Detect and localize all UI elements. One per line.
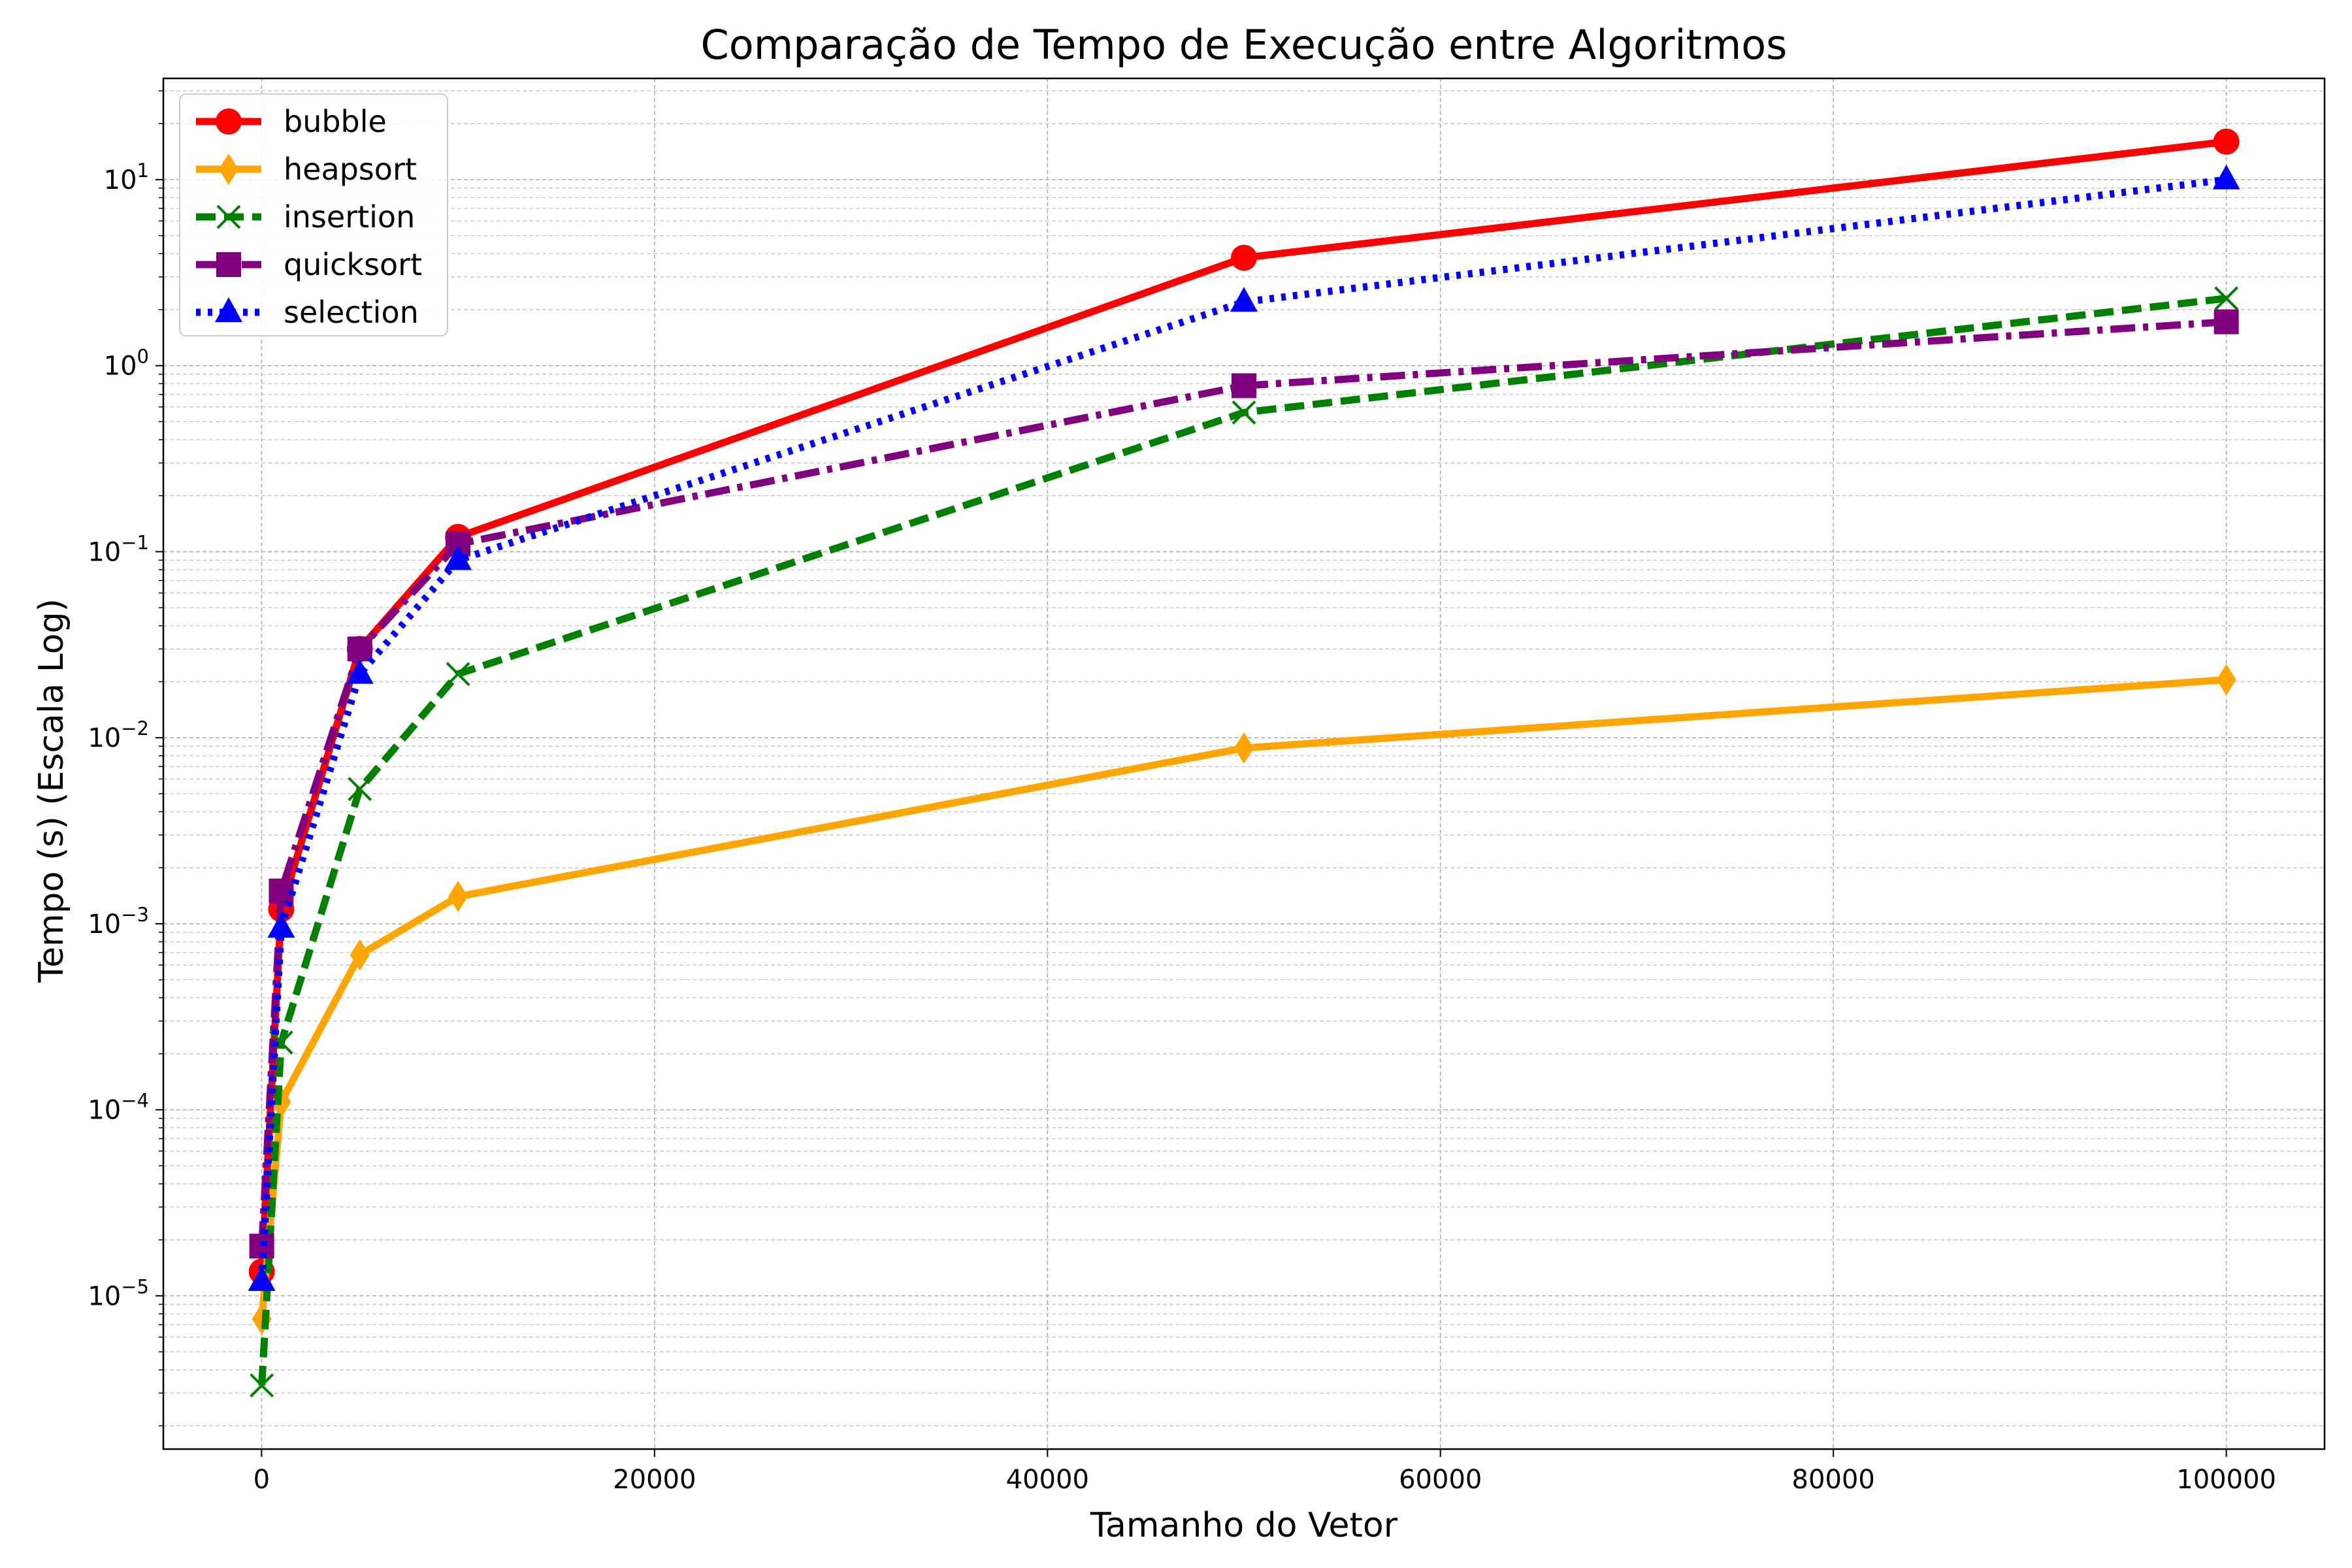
selection-point (444, 545, 472, 570)
y-tick-label: 10−3 (88, 904, 149, 939)
y-axis-label: Tempo (s) (Escala Log) (32, 598, 71, 983)
y-tick-label: 101 (104, 159, 149, 195)
y-tick-exponent: −5 (121, 1275, 149, 1298)
legend-item-insertion: insertion (196, 199, 415, 235)
series-selection (248, 164, 2240, 1291)
legend-box (179, 93, 448, 336)
bubble-point (1231, 244, 1257, 271)
y-tick-exponent: −4 (121, 1090, 149, 1112)
x-tick-label: 100000 (2176, 1465, 2276, 1495)
y-tick-base: 10 (88, 723, 121, 753)
legend-marker (216, 252, 241, 277)
insertion-point (348, 777, 372, 802)
legend-item-heapsort: heapsort (196, 152, 417, 187)
y-tick-exponent: −2 (121, 717, 149, 740)
x-tick-label: 60000 (1399, 1465, 1482, 1495)
legend-item-quicksort: quicksort (196, 247, 422, 282)
plot-series (248, 128, 2240, 1397)
legend-marker (215, 297, 242, 322)
quicksort-point (2213, 309, 2239, 335)
y-tick-base: 10 (104, 351, 137, 382)
legend-marker (216, 204, 241, 229)
legend-label: selection (284, 295, 419, 330)
y-tick-label: 100 (104, 346, 149, 382)
heapsort-point (1234, 732, 1254, 764)
heapsort-line (258, 676, 2227, 1320)
selection-point (267, 913, 295, 938)
selection-point (1230, 287, 1258, 312)
selection-line (258, 176, 2227, 1282)
quicksort-point (347, 636, 372, 662)
heapsort-point (350, 939, 370, 971)
y-tick-base: 10 (88, 1281, 121, 1311)
bubble-point (2213, 128, 2240, 155)
y-tick-exponent: 1 (137, 159, 149, 182)
selection-point (248, 1266, 276, 1291)
x-tick-label: 20000 (613, 1465, 696, 1495)
y-tick-label: 10−2 (88, 717, 149, 753)
axis-ticks: 0 20000 40000 60000 80000 10000010−510−410−31… (88, 90, 2276, 1495)
legend-marker (216, 108, 242, 135)
grid-lines (163, 78, 2325, 1449)
legend-label: insertion (284, 199, 415, 235)
x-tick-label: 80000 (1792, 1465, 1875, 1495)
y-tick-exponent: −3 (121, 904, 149, 926)
chart-title: Comparação de Tempo de Execução entre Al… (701, 21, 1788, 69)
y-tick-exponent: 0 (137, 346, 149, 368)
x-tick-label: 0 (253, 1465, 270, 1495)
x-tick-label: 40000 (1006, 1465, 1089, 1495)
legend-label: bubble (284, 104, 387, 139)
legend-label: heapsort (284, 152, 417, 187)
selection-point (346, 659, 374, 684)
selection-point (2212, 164, 2240, 189)
insertion-point (446, 662, 470, 687)
heapsort-point (2216, 664, 2236, 696)
y-tick-base: 10 (88, 909, 121, 939)
y-tick-base: 10 (88, 1096, 121, 1126)
y-tick-exponent: −1 (121, 531, 149, 553)
y-tick-base: 10 (88, 537, 121, 567)
y-tick-base: 10 (104, 165, 137, 195)
insertion-point (1232, 400, 1256, 425)
legend-item-bubble: bubble (196, 104, 387, 139)
y-tick-label: 10−5 (88, 1275, 149, 1311)
insertion-line (258, 295, 2227, 1386)
quicksort-point (1232, 373, 1256, 399)
plot-frame (162, 77, 2326, 1450)
y-tick-label: 10−4 (88, 1090, 149, 1126)
y-tick-label: 10−1 (88, 531, 149, 567)
legend: bubble heapsort insertion quicksort selectio… (179, 93, 448, 336)
legend-label: quicksort (284, 247, 422, 282)
x-axis-label: Tamanho do Vetor (1090, 1506, 1398, 1545)
legend-marker (219, 154, 238, 185)
legend-item-selection: selection (196, 295, 419, 330)
heapsort-point (448, 881, 468, 913)
insertion-point (250, 1373, 274, 1397)
insertion-point (2214, 286, 2239, 311)
